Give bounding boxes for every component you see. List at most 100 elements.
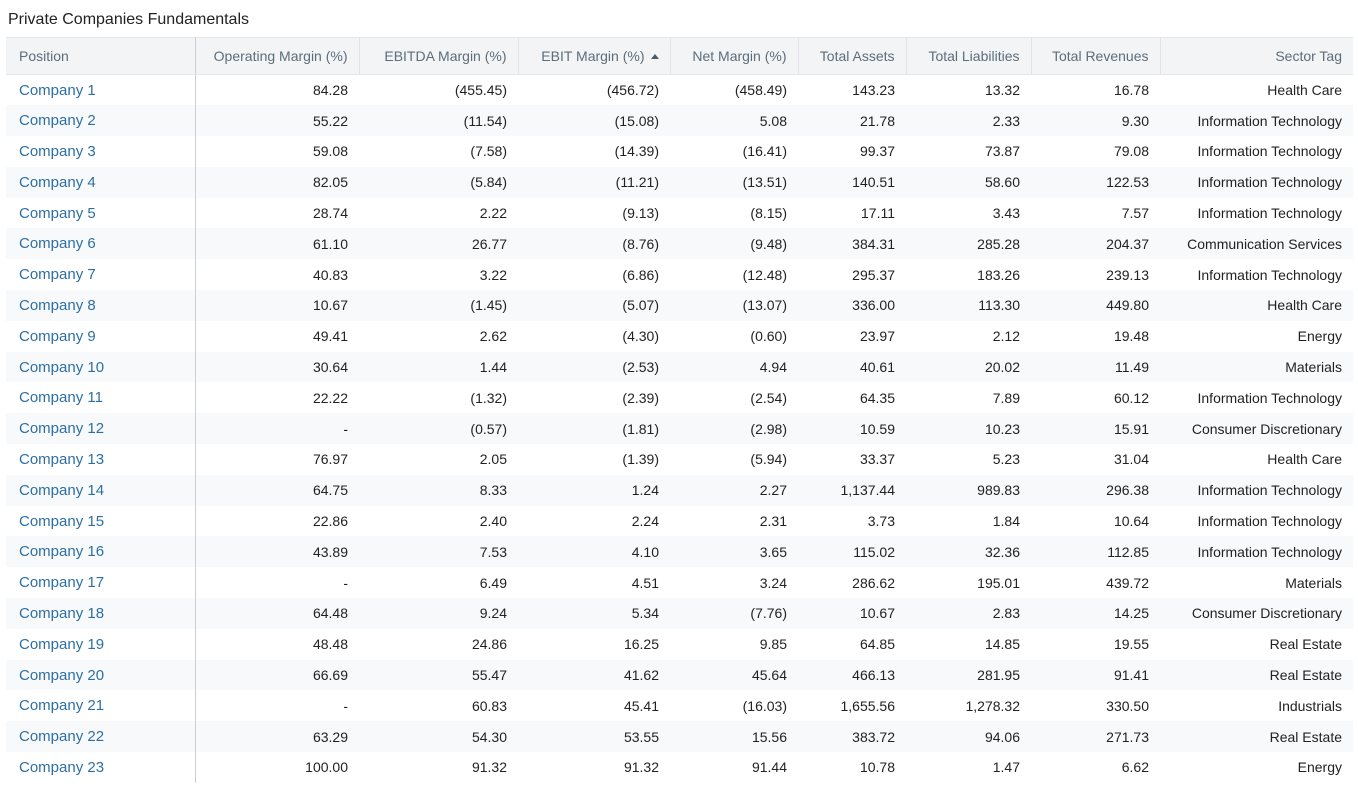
operating-margin-cell: 64.75 bbox=[195, 474, 359, 506]
total-liabilities-cell: 73.87 bbox=[906, 136, 1031, 167]
column-header-ebitda-margin[interactable]: EBITDA Margin (%) bbox=[359, 37, 519, 75]
total-assets-cell: 99.37 bbox=[798, 136, 906, 167]
table-row: Company 14 64.75 8.33 1.24 2.27 1,137.44 989.8… bbox=[6, 474, 1353, 506]
company-link[interactable]: Company 18 bbox=[6, 598, 196, 629]
company-link[interactable]: Company 13 bbox=[6, 444, 196, 475]
ebitda-margin-cell: 24.86 bbox=[359, 628, 518, 660]
net-margin-cell: 3.24 bbox=[670, 567, 798, 599]
company-link[interactable]: Company 12 bbox=[6, 413, 196, 445]
company-link[interactable]: Company 22 bbox=[6, 721, 196, 753]
total-assets-cell: 23.97 bbox=[798, 320, 906, 352]
company-link[interactable]: Company 2 bbox=[6, 105, 196, 137]
table-row: Company 11 22.22 (1.32) (2.39) (2.54) 64.35 7.… bbox=[6, 382, 1353, 414]
table-row: Company 21-60.83 45.41 (16.03) 1,655.56 1,27… bbox=[6, 690, 1353, 722]
company-link[interactable]: Company 1 bbox=[6, 74, 196, 106]
ebitda-margin-cell: (1.32) bbox=[359, 382, 518, 414]
column-header-total-liabilities[interactable]: Total Liabilities bbox=[906, 37, 1032, 75]
ebit-margin-cell: 2.24 bbox=[518, 505, 670, 537]
table-row: Company 4 82.05 (5.84) (11.21) (13.51) 140.51… bbox=[6, 166, 1353, 198]
column-header-total-assets[interactable]: Total Assets bbox=[798, 37, 907, 75]
total-revenues-cell: 19.48 bbox=[1031, 320, 1160, 352]
total-revenues-cell: 204.37 bbox=[1031, 228, 1160, 260]
column-header-net-margin[interactable]: Net Margin (%) bbox=[670, 37, 799, 75]
total-liabilities-cell: 13.32 bbox=[906, 74, 1031, 106]
company-link[interactable]: Company 23 bbox=[6, 752, 196, 783]
column-header-ebit-margin[interactable]: EBIT Margin (%) bbox=[518, 37, 671, 75]
total-liabilities-cell: 3.43 bbox=[906, 197, 1031, 229]
page-title: Private Companies Fundamentals bbox=[8, 11, 250, 28]
ebitda-margin-cell: 9.24 bbox=[359, 598, 518, 629]
total-revenues-cell: 296.38 bbox=[1031, 474, 1160, 506]
column-header-sector-tag[interactable]: Sector Tag bbox=[1160, 37, 1353, 75]
company-link[interactable]: Company 5 bbox=[6, 197, 196, 229]
total-liabilities-cell: 195.01 bbox=[906, 567, 1031, 599]
table-row: Company 20 66.69 55.47 41.62 45.64 466.13 281.… bbox=[6, 659, 1353, 691]
column-header-operating-margin[interactable]: Operating Margin (%) bbox=[195, 37, 360, 75]
column-header-label: Total Revenues bbox=[1051, 48, 1149, 64]
sector-tag-cell: Real Estate bbox=[1160, 659, 1353, 691]
company-link[interactable]: Company 14 bbox=[6, 474, 196, 506]
total-liabilities-cell: 989.83 bbox=[906, 474, 1031, 506]
table-body: Company 1 84.28 (455.45) (456.72) (458.49) 14… bbox=[6, 74, 1353, 783]
ebit-margin-cell: 53.55 bbox=[518, 721, 670, 753]
column-header-label: EBIT Margin (%) bbox=[541, 48, 645, 64]
ebitda-margin-cell: 2.05 bbox=[359, 444, 518, 475]
ebit-margin-cell: (8.76) bbox=[518, 228, 670, 260]
total-revenues-cell: 19.55 bbox=[1031, 628, 1160, 660]
total-assets-cell: 1,137.44 bbox=[798, 474, 906, 506]
sector-tag-cell: Information Technology bbox=[1160, 105, 1353, 137]
total-assets-cell: 64.35 bbox=[798, 382, 906, 414]
ebit-margin-cell: 1.24 bbox=[518, 474, 670, 506]
table-row: Company 3 59.08 (7.58) (14.39) (16.41) 99.37 7… bbox=[6, 136, 1353, 167]
operating-margin-cell: 59.08 bbox=[195, 136, 359, 167]
ebit-margin-cell: (456.72) bbox=[518, 74, 670, 106]
company-link[interactable]: Company 17 bbox=[6, 567, 196, 599]
company-link[interactable]: Company 9 bbox=[6, 320, 196, 352]
total-revenues-cell: 122.53 bbox=[1031, 166, 1160, 198]
column-header-label: Sector Tag bbox=[1275, 48, 1342, 64]
company-link[interactable]: Company 15 bbox=[6, 505, 196, 537]
column-header-label: EBITDA Margin (%) bbox=[384, 48, 507, 64]
ebit-margin-cell: (4.30) bbox=[518, 320, 670, 352]
total-liabilities-cell: 1.84 bbox=[906, 505, 1031, 537]
total-assets-cell: 40.61 bbox=[798, 351, 906, 383]
company-link[interactable]: Company 8 bbox=[6, 290, 196, 321]
table-row: Company 16 43.89 7.53 4.10 3.65 115.02 32.36 11… bbox=[6, 536, 1353, 568]
column-header-label: Position bbox=[19, 48, 69, 64]
company-link[interactable]: Company 16 bbox=[6, 536, 196, 568]
table-row: Company 12- (0.57) (1.81) (2.98) 10.59 10.23 1… bbox=[6, 413, 1353, 445]
ebit-margin-cell: 45.41 bbox=[518, 690, 670, 722]
net-margin-cell: (13.51) bbox=[670, 166, 798, 198]
operating-margin-cell: 48.48 bbox=[195, 628, 359, 660]
sector-tag-cell: Information Technology bbox=[1160, 136, 1353, 167]
company-link[interactable]: Company 4 bbox=[6, 166, 196, 198]
column-header-position[interactable]: Position bbox=[6, 37, 196, 75]
operating-margin-cell: 10.67 bbox=[195, 290, 359, 321]
ebit-margin-cell: 91.32 bbox=[518, 752, 670, 783]
company-link[interactable]: Company 21 bbox=[6, 690, 196, 722]
operating-margin-cell: 63.29 bbox=[195, 721, 359, 753]
table-row: Company 6 61.10 26.77 (8.76) (9.48) 384.31 285… bbox=[6, 228, 1353, 260]
total-revenues-cell: 10.64 bbox=[1031, 505, 1160, 537]
company-link[interactable]: Company 6 bbox=[6, 228, 196, 260]
total-assets-cell: 1,655.56 bbox=[798, 690, 906, 722]
company-link[interactable]: Company 19 bbox=[6, 628, 196, 660]
net-margin-cell: (5.94) bbox=[670, 444, 798, 475]
total-assets-cell: 115.02 bbox=[798, 536, 906, 568]
total-liabilities-cell: 10.23 bbox=[906, 413, 1031, 445]
company-link[interactable]: Company 3 bbox=[6, 136, 196, 167]
total-assets-cell: 466.13 bbox=[798, 659, 906, 691]
total-liabilities-cell: 1.47 bbox=[906, 752, 1031, 783]
company-link[interactable]: Company 20 bbox=[6, 659, 196, 691]
column-header-label: Operating Margin (%) bbox=[213, 48, 348, 64]
total-liabilities-cell: 113.30 bbox=[906, 290, 1031, 321]
company-link[interactable]: Company 7 bbox=[6, 259, 196, 291]
column-header-total-revenues[interactable]: Total Revenues bbox=[1031, 37, 1161, 75]
net-margin-cell: (16.41) bbox=[670, 136, 798, 167]
total-assets-cell: 10.59 bbox=[798, 413, 906, 445]
company-link[interactable]: Company 10 bbox=[6, 351, 196, 383]
company-link[interactable]: Company 11 bbox=[6, 382, 196, 414]
total-revenues-cell: 79.08 bbox=[1031, 136, 1160, 167]
operating-margin-cell: 49.41 bbox=[195, 320, 359, 352]
net-margin-cell: 91.44 bbox=[670, 752, 798, 783]
